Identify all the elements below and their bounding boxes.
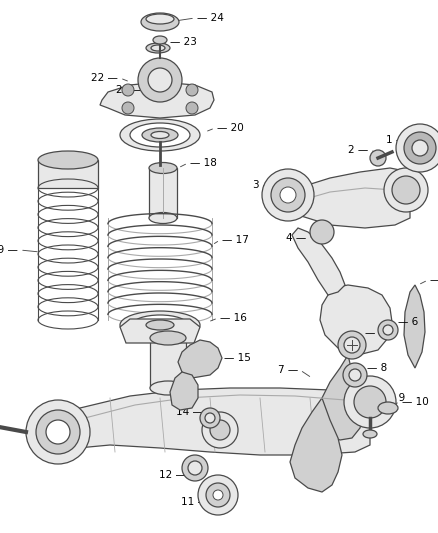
Circle shape [404, 132, 436, 164]
Text: — 10: — 10 [402, 397, 429, 407]
Ellipse shape [132, 315, 188, 335]
Circle shape [349, 369, 361, 381]
Polygon shape [292, 228, 345, 295]
Text: 14 —: 14 — [176, 407, 203, 417]
Circle shape [26, 400, 90, 464]
Circle shape [396, 124, 438, 172]
Circle shape [36, 410, 80, 454]
Circle shape [210, 420, 230, 440]
Polygon shape [178, 340, 222, 378]
Circle shape [392, 176, 420, 204]
Polygon shape [290, 398, 342, 492]
Text: — 17: — 17 [222, 235, 249, 245]
Text: — 16: — 16 [220, 313, 247, 323]
Circle shape [198, 475, 238, 515]
Polygon shape [58, 388, 375, 455]
Text: 21 —: 21 — [116, 85, 143, 95]
Circle shape [338, 331, 366, 359]
Text: — 25: — 25 [430, 275, 438, 285]
Ellipse shape [150, 381, 186, 395]
Text: — 23: — 23 [170, 37, 197, 47]
Bar [38, 160, 98, 188]
Ellipse shape [142, 128, 178, 142]
Circle shape [122, 84, 134, 96]
Circle shape [344, 337, 360, 353]
Circle shape [310, 220, 334, 244]
Circle shape [46, 420, 70, 444]
Ellipse shape [146, 14, 174, 24]
Ellipse shape [153, 36, 167, 44]
Circle shape [200, 408, 220, 428]
Text: 3 —: 3 — [253, 180, 273, 190]
Ellipse shape [141, 13, 179, 31]
Circle shape [138, 58, 182, 102]
Ellipse shape [120, 119, 200, 151]
Text: — 24: — 24 [197, 13, 224, 23]
Circle shape [280, 187, 296, 203]
Polygon shape [120, 319, 200, 343]
Circle shape [206, 483, 230, 507]
Circle shape [354, 386, 386, 418]
Polygon shape [404, 285, 425, 368]
Ellipse shape [120, 311, 200, 339]
Circle shape [182, 455, 208, 481]
Circle shape [213, 490, 223, 500]
Ellipse shape [130, 123, 190, 147]
Circle shape [383, 325, 393, 335]
Text: 13 —: 13 — [0, 423, 6, 433]
Circle shape [370, 150, 386, 166]
Text: 4 —: 4 — [286, 233, 306, 243]
Circle shape [262, 169, 314, 221]
Ellipse shape [38, 151, 98, 169]
Polygon shape [170, 372, 198, 410]
Text: 1 —: 1 — [386, 135, 406, 145]
Ellipse shape [151, 45, 165, 51]
Circle shape [205, 413, 215, 423]
Text: 7 —: 7 — [278, 365, 298, 375]
Polygon shape [280, 168, 420, 228]
Text: 22 —: 22 — [91, 73, 118, 83]
Circle shape [202, 412, 238, 448]
Text: — 8: — 8 [367, 363, 387, 373]
Text: — 9: — 9 [385, 393, 405, 403]
Ellipse shape [146, 43, 170, 53]
Circle shape [186, 102, 198, 114]
Ellipse shape [363, 430, 377, 438]
Polygon shape [100, 82, 214, 118]
Ellipse shape [146, 320, 174, 330]
Circle shape [186, 84, 198, 96]
Circle shape [122, 102, 134, 114]
Text: 2 —: 2 — [348, 145, 368, 155]
Text: 11 —: 11 — [181, 497, 208, 507]
Ellipse shape [149, 163, 177, 174]
Circle shape [188, 461, 202, 475]
Polygon shape [315, 355, 365, 440]
Ellipse shape [149, 213, 177, 223]
Circle shape [344, 376, 396, 428]
Ellipse shape [150, 331, 186, 345]
Text: — 15: — 15 [224, 353, 251, 363]
Circle shape [378, 320, 398, 340]
Circle shape [271, 178, 305, 212]
Circle shape [343, 363, 367, 387]
Bar [150, 338, 186, 388]
Ellipse shape [378, 402, 398, 414]
Polygon shape [320, 285, 392, 355]
Circle shape [412, 140, 428, 156]
Text: 12 —: 12 — [159, 470, 186, 480]
Circle shape [384, 168, 428, 212]
Text: — 20: — 20 [217, 123, 244, 133]
Circle shape [148, 68, 172, 92]
Text: — 6: — 6 [398, 317, 418, 327]
Text: — 18: — 18 [190, 158, 217, 168]
Text: — 5: — 5 [365, 328, 385, 338]
Text: 19 —: 19 — [0, 245, 18, 255]
Ellipse shape [151, 132, 169, 139]
Bar [149, 168, 177, 218]
